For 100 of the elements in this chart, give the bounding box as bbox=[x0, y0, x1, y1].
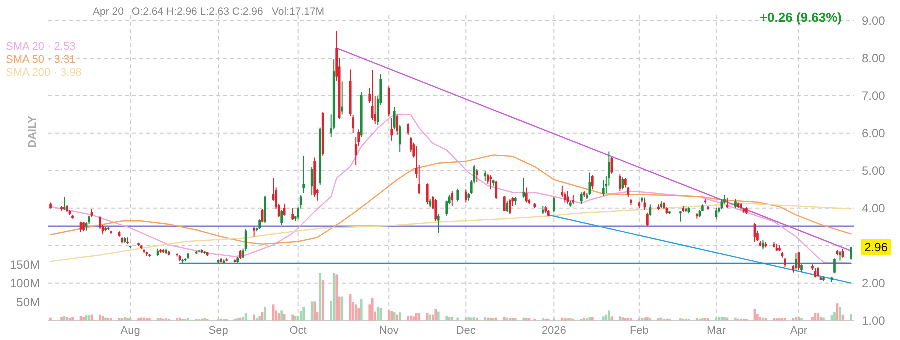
y-tick-label: 9.00 bbox=[862, 14, 886, 28]
bar bbox=[418, 313, 421, 321]
bar bbox=[242, 317, 244, 321]
candlestick bbox=[734, 198, 737, 209]
text: SMA 50 · 3.31 bbox=[6, 54, 76, 66]
bar bbox=[724, 317, 726, 321]
bar bbox=[795, 317, 798, 321]
bar bbox=[820, 317, 822, 321]
bar bbox=[426, 313, 429, 321]
bar bbox=[649, 318, 652, 321]
bar bbox=[434, 309, 438, 321]
bar bbox=[146, 318, 148, 321]
bar bbox=[592, 317, 594, 321]
bar bbox=[552, 318, 556, 321]
candlestick bbox=[398, 124, 402, 153]
y-tick-label: 2.00 bbox=[862, 276, 886, 291]
bar bbox=[812, 317, 814, 321]
bar bbox=[376, 306, 380, 321]
bar bbox=[484, 317, 487, 321]
text: Apr 20 bbox=[93, 6, 124, 18]
candlestick bbox=[426, 183, 429, 206]
bar bbox=[336, 274, 338, 321]
candlestick bbox=[580, 192, 583, 204]
x-tick-label: Nov bbox=[379, 325, 400, 337]
bar bbox=[398, 312, 402, 321]
bar bbox=[508, 318, 512, 321]
candlestick bbox=[407, 123, 410, 136]
candlestick bbox=[522, 178, 526, 198]
y2-tick-label: 100M bbox=[10, 276, 40, 291]
bar bbox=[388, 310, 390, 321]
bar bbox=[464, 318, 468, 321]
bar bbox=[72, 317, 74, 321]
candlestick bbox=[371, 70, 374, 121]
x-tick-label: Apr bbox=[790, 325, 808, 337]
candlestick bbox=[280, 210, 283, 226]
candlestick bbox=[572, 194, 575, 206]
candlestick bbox=[437, 213, 440, 234]
bar bbox=[129, 318, 132, 321]
annotation: 2.96 bbox=[864, 240, 888, 255]
candlestick bbox=[292, 208, 294, 221]
y2-tick-label: 50M bbox=[16, 295, 40, 310]
bar bbox=[429, 314, 432, 321]
bar bbox=[486, 318, 490, 321]
candlestick bbox=[341, 81, 344, 116]
candlestick bbox=[552, 196, 556, 213]
candlestick bbox=[484, 170, 487, 182]
candlestick bbox=[566, 191, 570, 204]
bar bbox=[412, 316, 416, 321]
bar bbox=[525, 318, 528, 321]
text: SMA 200 · 3.98 bbox=[6, 67, 82, 79]
candlestick bbox=[506, 200, 509, 213]
bar bbox=[704, 318, 707, 321]
y2-tick-label: 150M bbox=[10, 258, 40, 272]
bar bbox=[512, 318, 514, 321]
bar bbox=[292, 314, 294, 321]
text: DAILY bbox=[27, 115, 39, 148]
bar bbox=[602, 316, 605, 321]
candlestick bbox=[784, 257, 786, 268]
bar bbox=[561, 318, 564, 321]
candlestick bbox=[495, 180, 498, 200]
bar bbox=[253, 314, 256, 321]
bar bbox=[506, 318, 509, 321]
candlestick bbox=[525, 187, 528, 204]
bar bbox=[456, 318, 460, 321]
bar bbox=[784, 318, 786, 321]
candlestick bbox=[456, 188, 460, 202]
bar bbox=[393, 312, 396, 321]
bar bbox=[107, 318, 110, 321]
bar bbox=[310, 302, 314, 321]
y-tick-label: 4.00 bbox=[862, 202, 886, 216]
x-tick-label: Dec bbox=[456, 325, 476, 337]
bar bbox=[82, 317, 85, 321]
candlestick bbox=[258, 219, 261, 230]
bar bbox=[446, 316, 448, 321]
bar bbox=[60, 317, 63, 321]
bar bbox=[718, 317, 720, 321]
bar bbox=[473, 317, 476, 321]
y-tick-label: 8.00 bbox=[862, 52, 886, 66]
candlestick bbox=[464, 189, 468, 204]
candlestick bbox=[418, 164, 421, 195]
candlestick bbox=[476, 168, 478, 183]
candlestick bbox=[646, 212, 649, 227]
bar bbox=[390, 311, 394, 321]
candlestick bbox=[253, 226, 256, 238]
bar bbox=[341, 296, 344, 321]
bar bbox=[495, 318, 498, 321]
candlestick bbox=[352, 114, 355, 134]
bar bbox=[121, 318, 124, 321]
text: O:2.64 H:2.96 L:2.63 C:2.96 bbox=[132, 6, 264, 18]
bar bbox=[448, 317, 451, 321]
bar bbox=[50, 318, 52, 321]
bar bbox=[707, 318, 710, 321]
bar bbox=[734, 318, 737, 321]
candlestick bbox=[302, 155, 305, 194]
candlestick bbox=[592, 174, 594, 190]
bar bbox=[99, 314, 102, 321]
y-tick-label: 1.00 bbox=[862, 314, 886, 328]
candlestick bbox=[839, 250, 842, 262]
bar bbox=[451, 317, 454, 321]
bar bbox=[68, 318, 72, 321]
